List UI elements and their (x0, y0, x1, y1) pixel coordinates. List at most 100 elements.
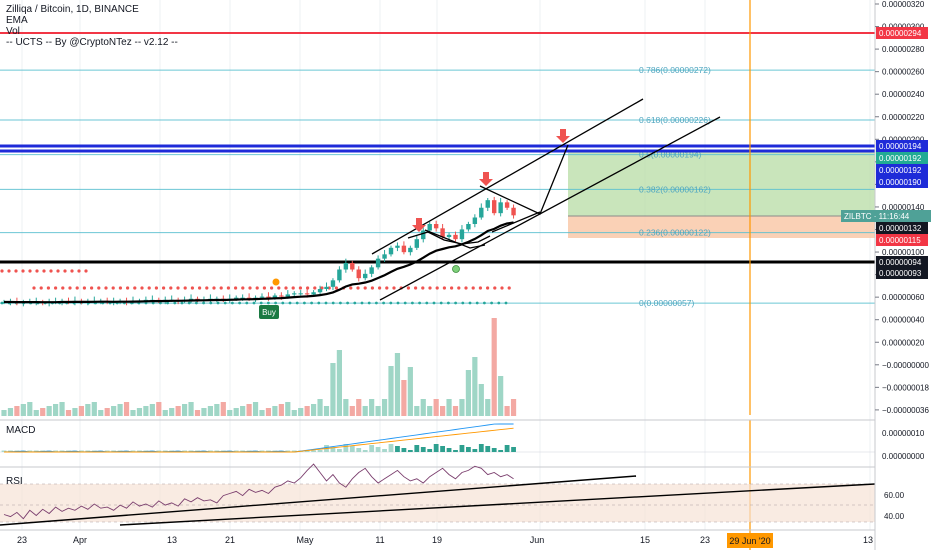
macd-hist (233, 450, 239, 452)
dot (385, 286, 389, 290)
macd-hist (375, 447, 381, 452)
dot (140, 286, 144, 290)
sell-arrow-icon (556, 129, 570, 143)
time-axis-label: 13 (863, 535, 873, 545)
rsi-label[interactable]: RSI (6, 476, 23, 487)
dot (421, 286, 425, 290)
candle-body (408, 247, 413, 253)
rsi-trendline[interactable] (0, 475, 637, 526)
candle-body (304, 293, 310, 295)
volume-bar (491, 318, 497, 416)
candle-body (453, 234, 458, 240)
rsi-band (0, 484, 875, 522)
volume-bar (78, 406, 84, 416)
dot (284, 286, 288, 290)
dot (126, 286, 130, 290)
macd-axis-label: 0.00000010 (882, 429, 925, 438)
indicator-vol[interactable]: Vol (6, 26, 20, 37)
volume-bar (14, 406, 20, 416)
price-badge (876, 234, 928, 246)
dot (507, 286, 511, 290)
candle-body (337, 269, 342, 281)
macd-hist (337, 449, 342, 452)
dot (475, 301, 479, 305)
volume-bar (362, 406, 368, 416)
dot (7, 269, 11, 273)
macd-hist (440, 446, 445, 452)
macd-pane[interactable] (0, 423, 875, 453)
dot (471, 286, 475, 290)
indicator-ucts[interactable]: -- UCTS -- By @CryptoNTez -- v2.12 -- (6, 37, 178, 48)
dot (392, 286, 396, 290)
projection-path[interactable] (479, 144, 569, 215)
volume-bar (478, 384, 484, 416)
dot (231, 301, 234, 305)
buy-label: Buy (259, 305, 279, 319)
candle-body (279, 295, 284, 297)
dot (241, 286, 245, 290)
dot (435, 286, 439, 290)
volume-bar (65, 410, 72, 416)
axis-tick-label: 0.00000240 (882, 90, 925, 99)
indicator-ema[interactable]: EMA (6, 15, 28, 26)
candle-body (259, 296, 265, 298)
volume-bar (7, 408, 14, 416)
dot (313, 286, 317, 290)
profit-zone (568, 152, 875, 216)
dot (187, 301, 191, 305)
macd-hist (433, 444, 439, 452)
candle-body (511, 207, 516, 216)
dot (288, 301, 292, 305)
dot (320, 286, 324, 290)
macd-hist (414, 445, 420, 452)
time-axis[interactable]: 23 Apr 13 21 May 11 19 Jun 15 23 13 (17, 535, 873, 545)
macd-hist (1, 450, 7, 452)
rsi-trendline[interactable] (119, 483, 876, 526)
svg-text:29 Jun '20: 29 Jun '20 (729, 536, 770, 546)
candle-body (272, 295, 278, 298)
volume-bar (182, 404, 188, 416)
candle-body (421, 230, 426, 240)
price-badge-label: 0.00000192 (879, 166, 922, 175)
candle-body (240, 297, 245, 299)
dot (162, 286, 166, 290)
candle-body (363, 273, 368, 279)
dot (49, 269, 53, 273)
candle-body (1, 302, 7, 303)
dot (411, 301, 414, 305)
pattern-line-3 (491, 211, 541, 233)
symbol-legend[interactable]: Zilliqa / Bitcoin, 1D, BINANCE EMA Vol -… (6, 4, 178, 48)
macd-hist (511, 447, 516, 452)
candle-body (446, 234, 452, 237)
macd-hist (130, 450, 136, 452)
candle-body (492, 200, 497, 214)
candle-body (324, 286, 329, 289)
dot (464, 286, 468, 290)
candle-body (356, 269, 361, 279)
macd-label[interactable]: MACD (6, 425, 36, 436)
channel-lower-line[interactable] (379, 116, 721, 301)
candle-body (311, 292, 316, 295)
volume-bar (188, 402, 194, 416)
macd-hist (395, 446, 400, 452)
volume-bar (510, 399, 517, 416)
time-axis-label: 15 (640, 535, 650, 545)
volume-bar (330, 363, 336, 416)
dot (118, 286, 122, 290)
volume-bar (459, 399, 465, 416)
volume-bar (156, 402, 162, 416)
price-badge-label: 0.00000294 (879, 29, 922, 38)
rsi-line (3, 463, 514, 520)
volume-bar (53, 404, 59, 416)
volume-bar (336, 350, 342, 416)
dot (84, 269, 88, 273)
macd-hist (156, 450, 162, 452)
macd-axis-label: 0.00000000 (882, 452, 925, 461)
dot (454, 301, 457, 305)
volume-bar (323, 406, 330, 416)
signal-dot-orange (272, 278, 280, 286)
macd-hist (446, 448, 452, 452)
dot (457, 286, 461, 290)
volume-bar (220, 402, 226, 416)
